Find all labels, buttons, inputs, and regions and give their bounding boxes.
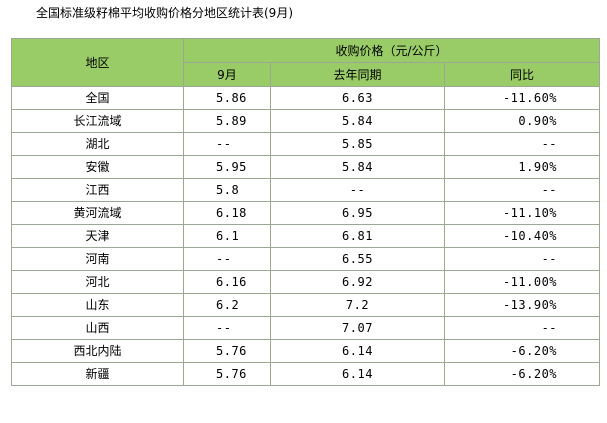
table-row: 江西 5.8 -- -- xyxy=(11,178,601,202)
table-row: 天津 6.1 6.81 -10.40% xyxy=(11,224,601,248)
month-price-cell: 6.18 xyxy=(183,201,271,225)
table-row: 河南 -- 6.55 -- xyxy=(11,247,601,271)
yoy-change-cell: 0.90% xyxy=(443,109,601,133)
region-cell: 天津 xyxy=(11,224,184,248)
table-row: 黄河流域 6.18 6.95 -11.10% xyxy=(11,201,601,225)
yoy-change-cell: -11.10% xyxy=(443,201,601,225)
table-row: 新疆 5.76 6.14 -6.20% xyxy=(11,362,601,386)
region-cell: 长江流域 xyxy=(11,109,184,133)
last-year-price-cell: 6.95 xyxy=(270,201,445,225)
month-price-cell: 5.86 xyxy=(183,86,271,110)
yoy-change-cell: -13.90% xyxy=(443,293,601,317)
price-table: 地区 收购价格（元/公斤） 9月 去年同期 同比 全国 5.86 6.63 -1… xyxy=(11,38,601,386)
last-year-price-cell: 7.07 xyxy=(270,316,445,340)
yoy-change-cell: -- xyxy=(443,247,601,271)
last-year-price-cell: -- xyxy=(270,178,445,202)
last-year-price-cell: 6.81 xyxy=(270,224,445,248)
header-row-sub: 9月 去年同期 同比 xyxy=(12,62,601,87)
last-year-price-cell: 6.55 xyxy=(270,247,445,271)
last-year-price-cell: 5.85 xyxy=(270,132,445,156)
month-price-cell: -- xyxy=(183,132,271,156)
last-year-price-cell: 7.2 xyxy=(270,293,445,317)
header-yoy: 同比 xyxy=(443,62,601,87)
month-price-cell: 6.16 xyxy=(183,270,271,294)
yoy-change-cell: -11.00% xyxy=(443,270,601,294)
region-cell: 新疆 xyxy=(11,362,184,386)
yoy-change-cell: -- xyxy=(443,316,601,340)
month-price-cell: 5.89 xyxy=(183,109,271,133)
month-price-cell: 5.95 xyxy=(183,155,271,179)
table-row: 河北 6.16 6.92 -11.00% xyxy=(11,270,601,294)
header-last-year: 去年同期 xyxy=(270,62,445,87)
region-cell: 黄河流域 xyxy=(11,201,184,225)
table-row: 西北内陆 5.76 6.14 -6.20% xyxy=(11,339,601,363)
month-price-cell: 6.2 xyxy=(183,293,271,317)
last-year-price-cell: 6.92 xyxy=(270,270,445,294)
region-cell: 江西 xyxy=(11,178,184,202)
yoy-change-cell: -- xyxy=(443,178,601,202)
table-row: 湖北 -- 5.85 -- xyxy=(11,132,601,156)
yoy-change-cell: -6.20% xyxy=(443,339,601,363)
region-cell: 山西 xyxy=(11,316,184,340)
last-year-price-cell: 5.84 xyxy=(270,109,445,133)
region-cell: 西北内陆 xyxy=(11,339,184,363)
region-cell: 山东 xyxy=(11,293,184,317)
month-price-cell: 5.76 xyxy=(183,339,271,363)
header-region: 地区 xyxy=(11,38,184,87)
last-year-price-cell: 6.63 xyxy=(270,86,445,110)
table-row: 山东 6.2 7.2 -13.90% xyxy=(11,293,601,317)
yoy-change-cell: -- xyxy=(443,132,601,156)
region-cell: 安徽 xyxy=(11,155,184,179)
month-price-cell: 5.76 xyxy=(183,362,271,386)
table-row: 山西 -- 7.07 -- xyxy=(11,316,601,340)
table-title: 全国标准级籽棉平均收购价格分地区统计表(9月) xyxy=(36,6,293,20)
last-year-price-cell: 5.84 xyxy=(270,155,445,179)
yoy-change-cell: -10.40% xyxy=(443,224,601,248)
region-cell: 湖北 xyxy=(11,132,184,156)
month-price-cell: -- xyxy=(183,247,271,271)
yoy-change-cell: -11.60% xyxy=(443,86,601,110)
region-cell: 河北 xyxy=(11,270,184,294)
table-row: 安徽 5.95 5.84 1.90% xyxy=(11,155,601,179)
header-price-group: 收购价格（元/公斤） xyxy=(182,38,601,63)
month-price-cell: 6.1 xyxy=(183,224,271,248)
region-cell: 全国 xyxy=(11,86,184,110)
header-month: 9月 xyxy=(183,62,271,87)
header-row-top: 地区 收购价格（元/公斤） xyxy=(11,38,601,87)
table-row: 长江流域 5.89 5.84 0.90% xyxy=(11,109,601,133)
month-price-cell: -- xyxy=(183,316,271,340)
region-cell: 河南 xyxy=(11,247,184,271)
last-year-price-cell: 6.14 xyxy=(270,362,445,386)
yoy-change-cell: 1.90% xyxy=(443,155,601,179)
yoy-change-cell: -6.20% xyxy=(443,362,601,386)
table-row: 全国 5.86 6.63 -11.60% xyxy=(11,86,601,110)
month-price-cell: 5.8 xyxy=(183,178,271,202)
last-year-price-cell: 6.14 xyxy=(270,339,445,363)
